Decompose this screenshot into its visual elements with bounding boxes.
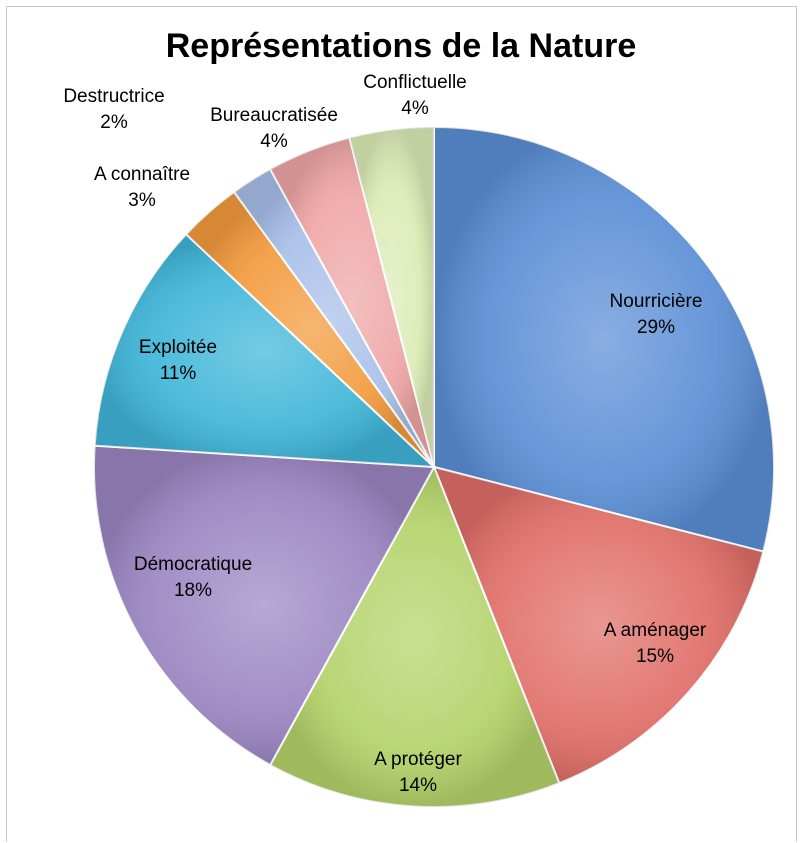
slice-label-a-connaitre: A connaître [94,164,190,185]
slice-label-a-proteger: A protéger [374,749,462,770]
pie-slice-shading [234,169,434,467]
slice-label-nourriciere: Nourricière [610,291,703,312]
pie-slice-shading [186,191,434,468]
slice-percent-democratique: 18% [174,580,212,601]
chart-title: Représentations de la Nature [165,27,637,65]
slice-percent-a-proteger: 14% [399,775,437,796]
slice-label-destructrice: Destructrice [63,86,164,107]
slice-label-conflictuelle: Conflictuelle [363,72,467,93]
slice-label-bureaucratisee: Bureaucratisée [210,105,338,126]
pie-slice-shading [94,445,435,765]
pie-slice-shading [270,137,434,467]
slice-label-democratique: Démocratique [134,554,252,575]
pie-slices [93,125,775,808]
pie-slice-shading [434,467,764,784]
slice-label-exploitee: Exploitée [139,337,217,358]
slice-percent-a-connaitre: 3% [128,190,156,211]
chart-frame [6,6,797,842]
slice-percent-exploitee: 11% [160,363,197,384]
slice-percent-conflictuelle: 4% [401,98,429,119]
pie-slice-shading [434,127,774,552]
pie-slice-shading [94,234,435,467]
slice-percent-bureaucratisee: 4% [260,131,288,152]
slice-percent-a-amenager: 15% [636,646,674,667]
pie-labels: Nourricière 29% A aménager 15% A protéger 14%… [63,72,707,796]
slice-label-a-amenager: A aménager [604,620,707,641]
slice-percent-destructrice: 2% [100,112,128,133]
slice-percent-nourriciere: 29% [637,317,675,338]
pie-slice-shading [349,127,434,467]
pie-slice-shading [270,467,560,808]
